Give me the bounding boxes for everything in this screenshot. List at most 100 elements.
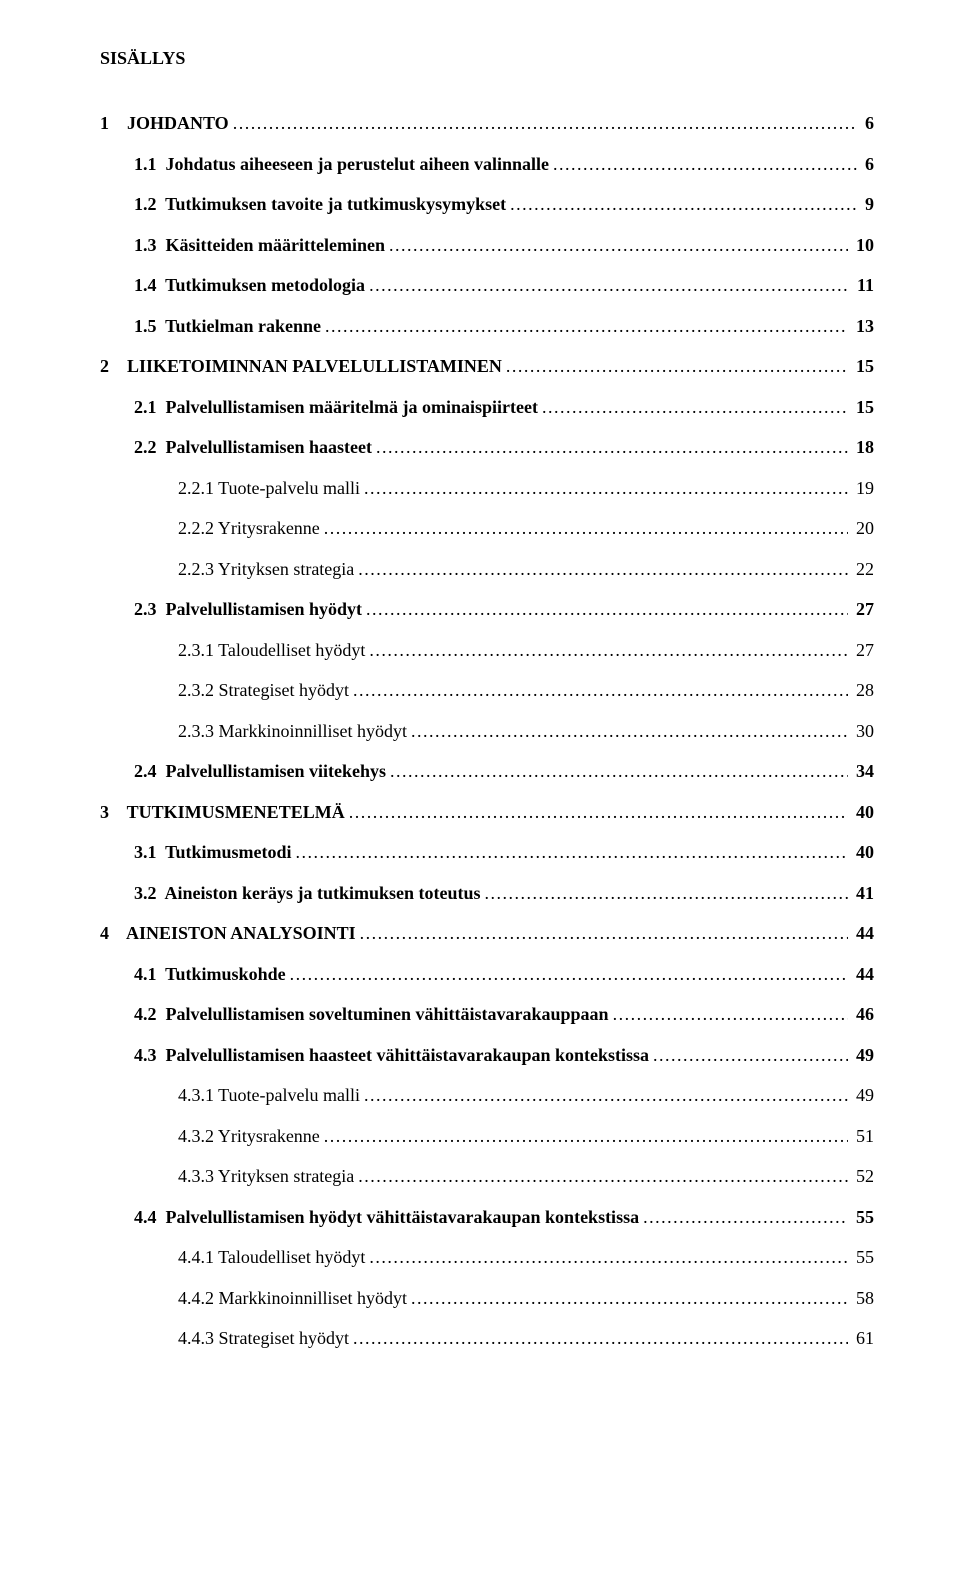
- toc-entry-label: 2.3.3 Markkinoinnilliset hyödyt: [178, 711, 407, 752]
- toc-leader-dots: [325, 306, 847, 347]
- toc-entry-label: 4.3 Palvelullistamisen haasteet vähittäi…: [134, 1035, 649, 1076]
- toc-entry: 2.1 Palvelullistamisen määritelmä ja omi…: [100, 387, 874, 428]
- toc-entry-page: 18: [852, 427, 875, 468]
- toc-entry: 3.2 Aineiston keräys ja tutkimuksen tote…: [100, 873, 874, 914]
- toc-leader-dots: [369, 265, 848, 306]
- toc-entry-page: 15: [852, 387, 875, 428]
- toc-entry-page: 30: [852, 711, 875, 752]
- toc-leader-dots: [349, 792, 848, 833]
- toc-entry: 1.3 Käsitteiden määritteleminen 10: [100, 225, 874, 266]
- toc-entry: 2.2 Palvelullistamisen haasteet 18: [100, 427, 874, 468]
- toc-entry-page: 46: [852, 994, 875, 1035]
- toc-entry-page: 6: [861, 144, 875, 185]
- toc-entry-label: 2.3 Palvelullistamisen hyödyt: [134, 589, 362, 630]
- toc-entry: 1.5 Tutkielman rakenne 13: [100, 306, 874, 347]
- toc-entry: 3 TUTKIMUSMENETELMÄ 40: [100, 792, 874, 833]
- toc-entry: 2 LIIKETOIMINNAN PALVELULLISTAMINEN 15: [100, 346, 874, 387]
- toc-leader-dots: [643, 1197, 847, 1238]
- toc-entry-page: 40: [852, 792, 875, 833]
- toc-entry: 4.4.3 Strategiset hyödyt 61: [100, 1318, 874, 1359]
- toc-entry-label: 2.2.1 Tuote-palvelu malli: [178, 468, 360, 509]
- toc-entry-page: 51: [852, 1116, 875, 1157]
- toc-leader-dots: [553, 144, 856, 185]
- toc-entry: 1.1 Johdatus aiheeseen ja perustelut aih…: [100, 144, 874, 185]
- toc-entry-label: 4.4.1 Taloudelliset hyödyt: [178, 1237, 365, 1278]
- toc-entry-page: 6: [861, 103, 875, 144]
- toc-entry: 3.1 Tutkimusmetodi 40: [100, 832, 874, 873]
- toc-entry: 1.4 Tutkimuksen metodologia 11: [100, 265, 874, 306]
- toc-entry: 2.4 Palvelullistamisen viitekehys 34: [100, 751, 874, 792]
- toc-entry: 4.2 Palvelullistamisen soveltuminen vähi…: [100, 994, 874, 1035]
- toc-leader-dots: [324, 508, 848, 549]
- toc-leader-dots: [353, 670, 848, 711]
- toc-entry: 4.4.2 Markkinoinnilliset hyödyt 58: [100, 1278, 874, 1319]
- toc-entry-page: 28: [852, 670, 875, 711]
- toc-leader-dots: [296, 832, 848, 873]
- toc-leader-dots: [411, 711, 848, 752]
- toc-entry: 4 AINEISTON ANALYSOINTI 44: [100, 913, 874, 954]
- toc-entry-label: 2.4 Palvelullistamisen viitekehys: [134, 751, 386, 792]
- toc-entry-label: 1.2 Tutkimuksen tavoite ja tutkimuskysym…: [134, 184, 506, 225]
- toc-entry: 2.3.1 Taloudelliset hyödyt 27: [100, 630, 874, 671]
- toc-entry-label: 1.4 Tutkimuksen metodologia: [134, 265, 365, 306]
- toc-entry-label: 4.4.2 Markkinoinnilliset hyödyt: [178, 1278, 407, 1319]
- toc-entry: 4.3.1 Tuote-palvelu malli 49: [100, 1075, 874, 1116]
- toc-entry-label: 4.4 Palvelullistamisen hyödyt vähittäist…: [134, 1197, 639, 1238]
- toc-entry: 4.4.1 Taloudelliset hyödyt 55: [100, 1237, 874, 1278]
- toc-entry-page: 11: [852, 265, 874, 306]
- toc-entry-label: 4.3.3 Yrityksen strategia: [178, 1156, 354, 1197]
- toc-entry-label: 4.2 Palvelullistamisen soveltuminen vähi…: [134, 994, 609, 1035]
- toc-entry: 2.2.1 Tuote-palvelu malli 19: [100, 468, 874, 509]
- toc-entry-label: 2.2 Palvelullistamisen haasteet: [134, 427, 372, 468]
- toc-container: 1 JOHDANTO 61.1 Johdatus aiheeseen ja pe…: [100, 103, 874, 1359]
- toc-entry-label: 4 AINEISTON ANALYSOINTI: [100, 913, 356, 954]
- toc-entry-label: 1.5 Tutkielman rakenne: [134, 306, 321, 347]
- toc-leader-dots: [653, 1035, 847, 1076]
- toc-entry: 2.3 Palvelullistamisen hyödyt 27: [100, 589, 874, 630]
- toc-entry-page: 22: [852, 549, 875, 590]
- toc-leader-dots: [353, 1318, 848, 1359]
- toc-entry: 4.3.3 Yrityksen strategia 52: [100, 1156, 874, 1197]
- toc-leader-dots: [542, 387, 848, 428]
- toc-leader-dots: [506, 346, 848, 387]
- toc-entry-page: 20: [852, 508, 875, 549]
- toc-entry-page: 55: [852, 1197, 875, 1238]
- toc-leader-dots: [360, 913, 848, 954]
- toc-entry-label: 1.1 Johdatus aiheeseen ja perustelut aih…: [134, 144, 549, 185]
- toc-entry-page: 27: [852, 630, 875, 671]
- toc-entry: 4.4 Palvelullistamisen hyödyt vähittäist…: [100, 1197, 874, 1238]
- toc-entry-page: 27: [852, 589, 875, 630]
- toc-entry-page: 10: [852, 225, 875, 266]
- toc-leader-dots: [366, 589, 847, 630]
- toc-leader-dots: [390, 751, 848, 792]
- toc-leader-dots: [358, 1156, 847, 1197]
- toc-leader-dots: [290, 954, 848, 995]
- toc-entry-label: 3.2 Aineiston keräys ja tutkimuksen tote…: [134, 873, 481, 914]
- toc-leader-dots: [358, 549, 847, 590]
- toc-entry-label: 2.2.3 Yrityksen strategia: [178, 549, 354, 590]
- toc-entry-page: 15: [852, 346, 875, 387]
- toc-entry-page: 44: [852, 913, 875, 954]
- toc-entry-label: 2.2.2 Yritysrakenne: [178, 508, 320, 549]
- toc-leader-dots: [324, 1116, 848, 1157]
- toc-leader-dots: [510, 184, 856, 225]
- toc-entry: 4.1 Tutkimuskohde 44: [100, 954, 874, 995]
- toc-entry-label: 1 JOHDANTO: [100, 103, 229, 144]
- toc-entry: 2.3.2 Strategiset hyödyt 28: [100, 670, 874, 711]
- toc-entry: 2.2.3 Yrityksen strategia 22: [100, 549, 874, 590]
- toc-leader-dots: [364, 1075, 848, 1116]
- toc-leader-dots: [613, 994, 848, 1035]
- toc-entry: 4.3.2 Yritysrakenne 51: [100, 1116, 874, 1157]
- toc-entry-page: 44: [852, 954, 875, 995]
- toc-entry-page: 49: [852, 1035, 875, 1076]
- toc-entry-page: 58: [852, 1278, 875, 1319]
- toc-leader-dots: [369, 630, 847, 671]
- toc-entry-page: 40: [852, 832, 875, 873]
- toc-leader-dots: [411, 1278, 848, 1319]
- toc-entry-label: 4.3.2 Yritysrakenne: [178, 1116, 320, 1157]
- toc-entry-page: 9: [861, 184, 875, 225]
- toc-leader-dots: [485, 873, 848, 914]
- toc-entry-label: 3.1 Tutkimusmetodi: [134, 832, 292, 873]
- toc-leader-dots: [369, 1237, 847, 1278]
- toc-entry: 1 JOHDANTO 6: [100, 103, 874, 144]
